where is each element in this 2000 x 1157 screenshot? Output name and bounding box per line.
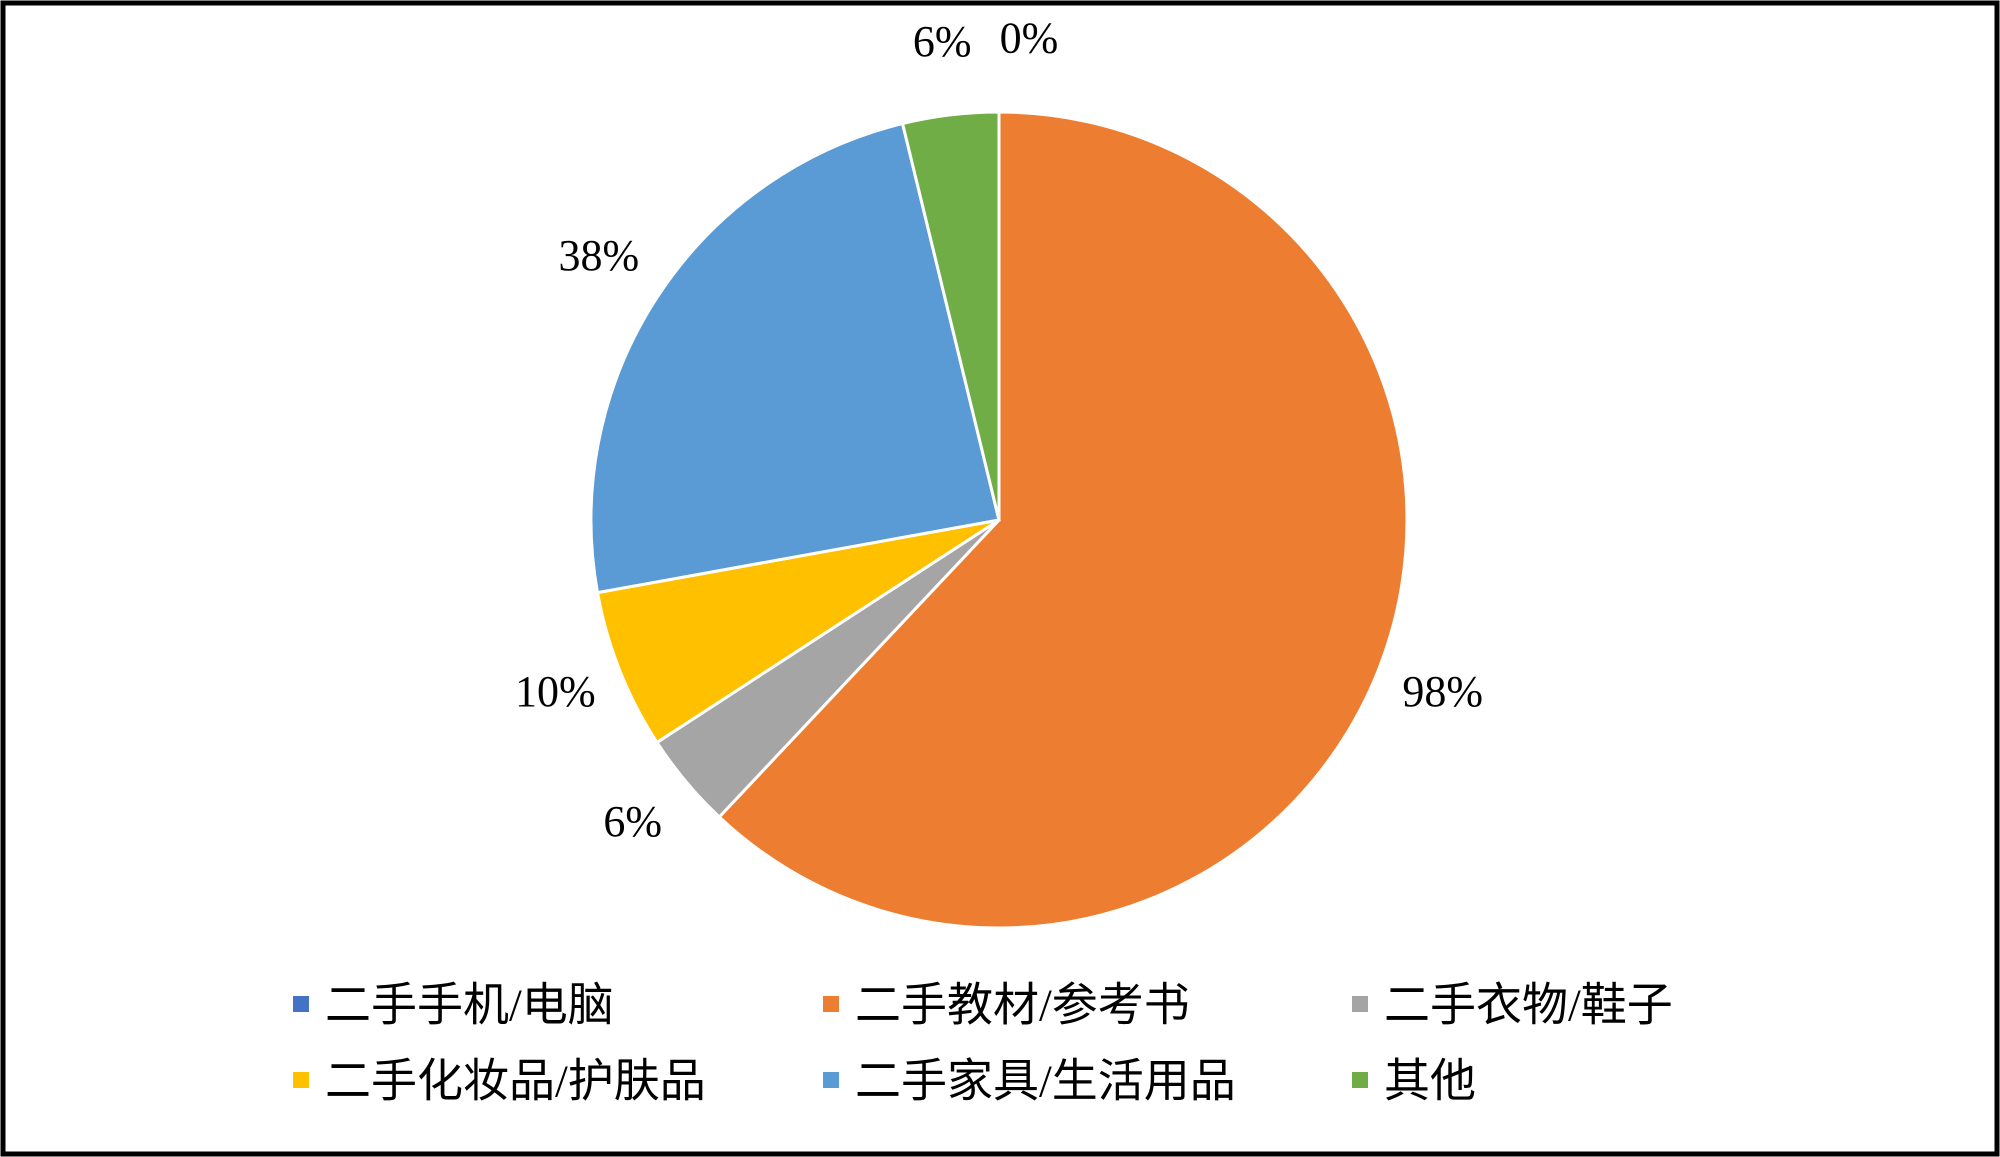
pie-slice [900,110,1001,521]
data-label: 6% [603,797,662,846]
legend-label: 其他 [1384,1056,1476,1107]
legend-label: 二手手机/电脑 [325,980,614,1031]
legend-swatch [293,996,309,1012]
legend-swatch [293,1072,309,1088]
data-label: 10% [515,667,596,716]
legend-label: 二手家具/生活用品 [855,1056,1236,1107]
legend-swatch [1352,1072,1368,1088]
data-label: 98% [1402,667,1483,716]
data-label: 0% [1000,14,1059,63]
data-label: 38% [558,231,639,280]
legend-swatch [823,996,839,1012]
pie-slice [717,110,1409,930]
legend-swatch [1352,996,1368,1012]
legend-label: 二手衣物/鞋子 [1384,980,1673,1031]
legend-label: 二手化妆品/护肤品 [325,1056,706,1107]
legend-label: 二手教材/参考书 [855,980,1190,1031]
data-label: 6% [913,17,972,66]
legend-swatch [823,1072,839,1088]
pie-slice [589,121,1001,595]
